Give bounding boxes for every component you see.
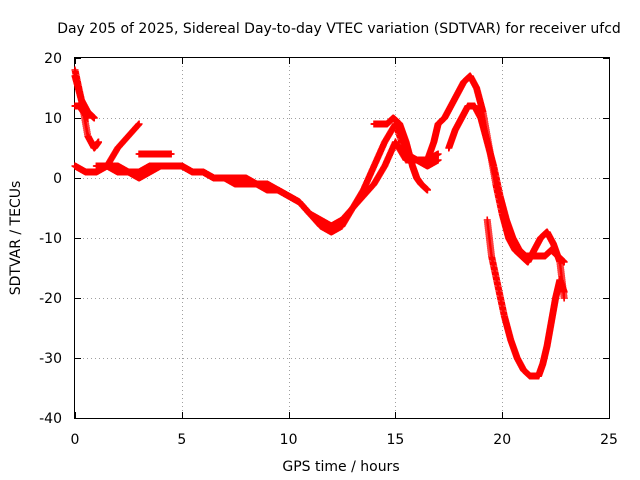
y-tick-label: -40 [39, 411, 62, 427]
data-point [167, 150, 175, 158]
y-tick-label: -10 [39, 231, 62, 247]
data-point [94, 138, 102, 146]
y-tick-label: 0 [53, 171, 62, 187]
y-axis-label: SDTVAR / TECUs [8, 181, 24, 296]
data-point [423, 186, 431, 194]
x-tick-label: 0 [71, 432, 80, 448]
data-point [90, 114, 98, 122]
x-axis-label: GPS time / hours [282, 459, 399, 475]
data-point [560, 294, 568, 302]
y-tick-label: -20 [39, 291, 62, 307]
y-tick-label: 20 [44, 51, 62, 67]
data-point [560, 258, 568, 266]
data-point [434, 156, 442, 164]
x-tick-label: 5 [177, 432, 186, 448]
data-point [135, 120, 143, 128]
grid [75, 58, 609, 418]
x-tick-label: 15 [386, 432, 404, 448]
x-tick-label: 10 [280, 432, 298, 448]
data-point [560, 288, 568, 296]
chart-title: Day 205 of 2025, Sidereal Day-to-day VTE… [57, 21, 621, 37]
y-tick-label: -30 [39, 351, 62, 367]
y-tick-label: 10 [44, 111, 62, 127]
data-point [84, 114, 92, 122]
data-point [434, 150, 442, 158]
axis-ticks [75, 58, 610, 419]
x-tick-label: 20 [493, 432, 511, 448]
plot-frame [74, 57, 610, 419]
data-points [71, 66, 568, 380]
axis-tick-labels: 0 5 10 15 20 25 -40 -30 -20 -10 0 10 20 [39, 51, 618, 448]
x-tick-label: 25 [600, 432, 618, 448]
